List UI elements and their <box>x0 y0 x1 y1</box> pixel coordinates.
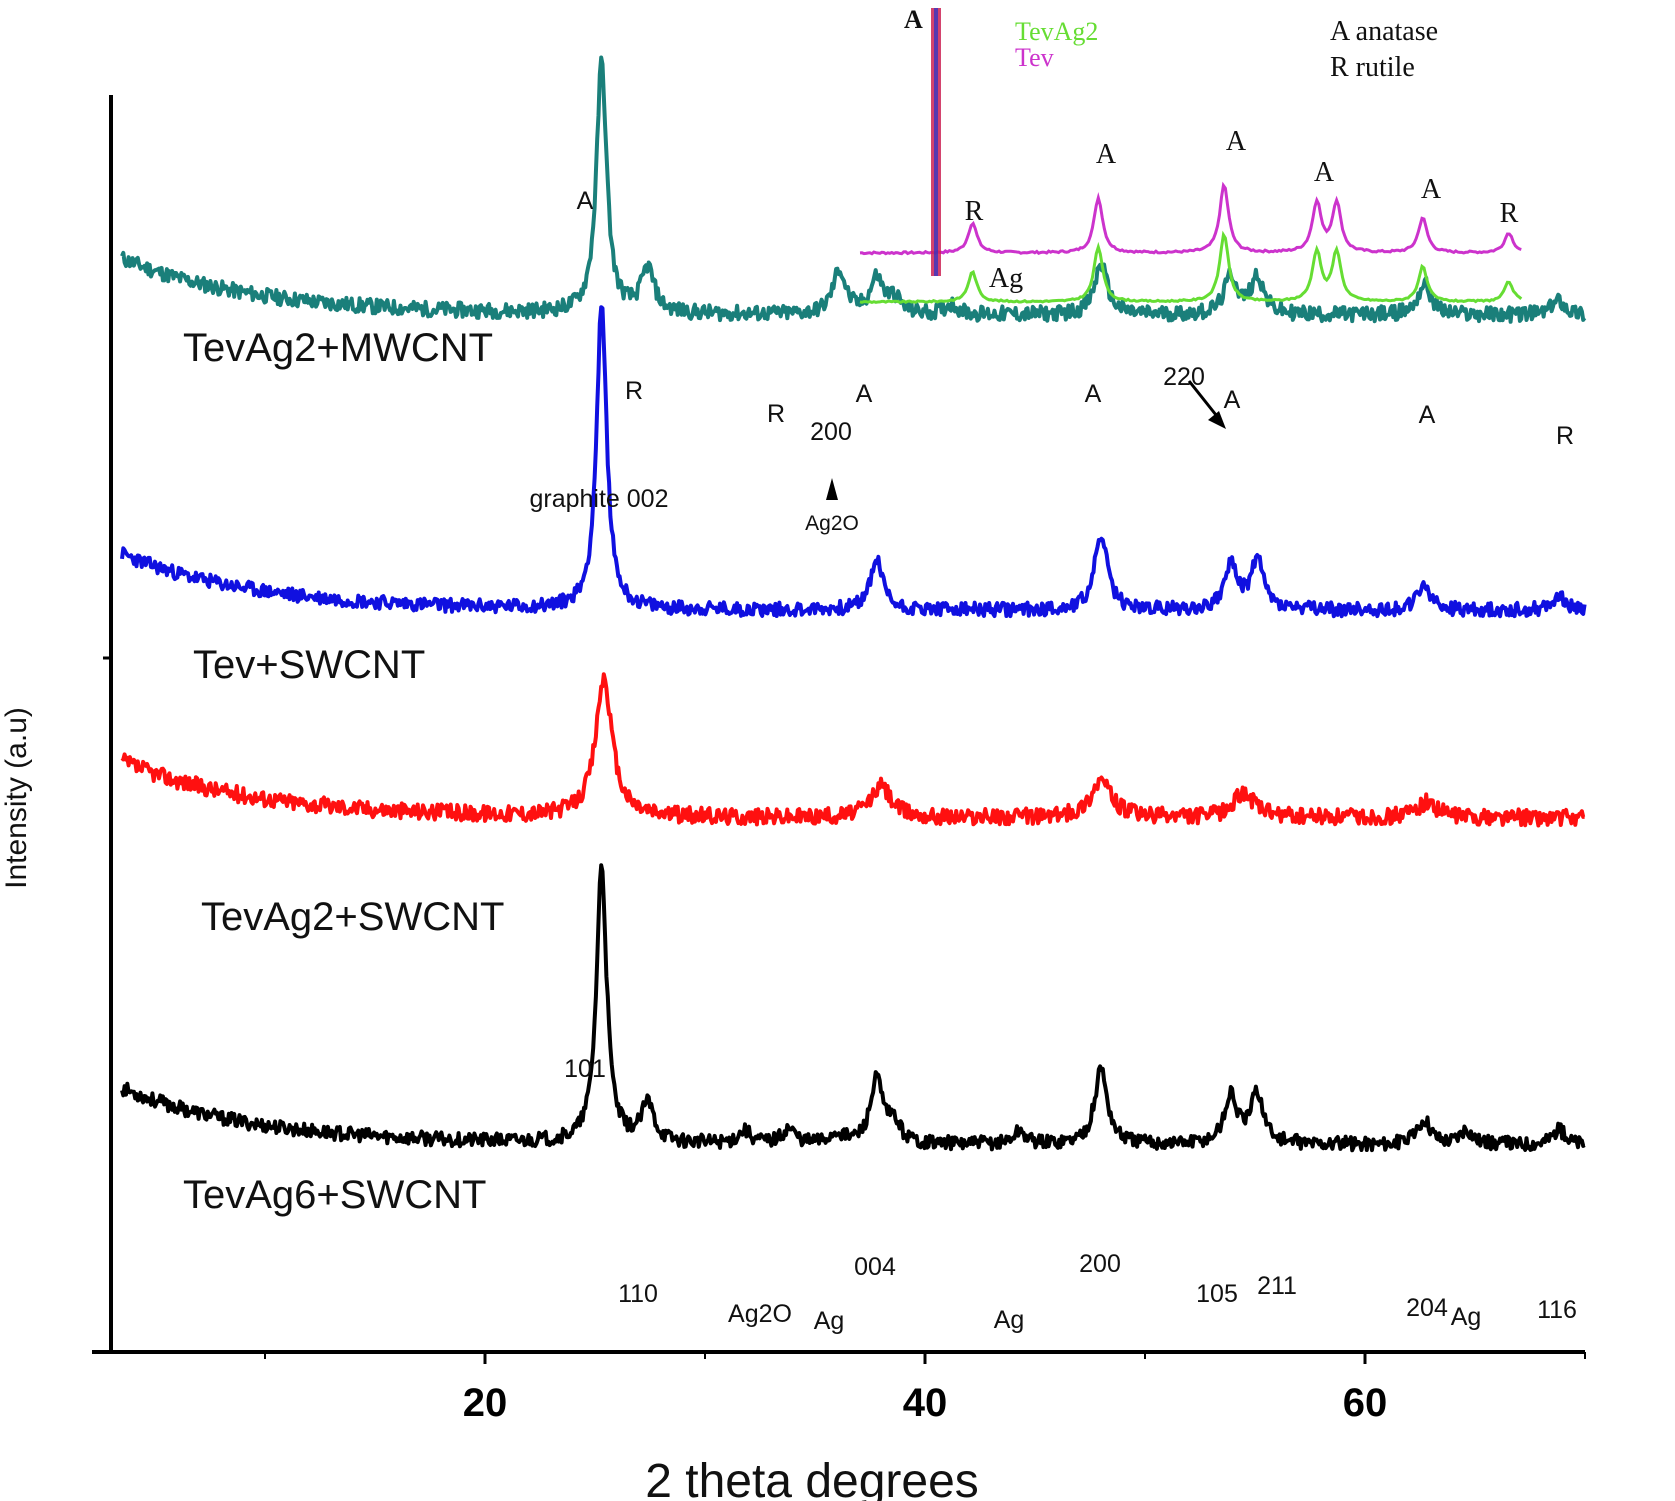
arrow-220-shaft <box>1187 380 1222 421</box>
series-label-mwcnt: TevAg2+MWCNT <box>183 326 493 370</box>
series-label-tev-swcnt: Tev+SWCNT <box>193 643 425 687</box>
annot-ag6-ag2o: Ag2O <box>728 1300 792 1328</box>
inset-peak-a2: A <box>1096 139 1117 170</box>
inset-peak-r1: R <box>965 196 984 227</box>
inset-chart: TevAg2 Tev A anatase R rutile A R A A A … <box>859 5 1523 305</box>
annot-mwcnt-220: 220 <box>1163 363 1205 391</box>
ag2o-arrow <box>826 478 838 500</box>
inset-traces <box>859 181 1523 305</box>
inset-peak-r2: R <box>1500 198 1519 229</box>
annot-mwcnt-r1: R <box>625 377 643 405</box>
annot-ag6-ag1: Ag <box>814 1307 845 1335</box>
annot-ag6-211: 211 <box>1257 1272 1297 1300</box>
annot-mwcnt-r3: R <box>1556 422 1574 450</box>
inset-trace-tevag2 <box>859 230 1523 305</box>
annot-mwcnt-a4: A <box>1224 386 1241 414</box>
series-label-ag2-swcnt: TevAg2+SWCNT <box>201 895 504 939</box>
annot-ag6-110: 110 <box>618 1280 658 1308</box>
annot-ag6-105: 105 <box>1196 1280 1238 1308</box>
annot-mwcnt-a5: A <box>1419 401 1436 429</box>
annot-ag6-101: 101 <box>564 1055 606 1083</box>
trace-tevag6-swcnt <box>120 863 1586 1153</box>
inset-peak-ag: Ag <box>989 263 1023 294</box>
inset-peak-a3: A <box>1226 126 1247 157</box>
annot-ag6-204: 204 <box>1406 1294 1448 1322</box>
trace-tevag2-swcnt <box>120 672 1586 828</box>
series-traces <box>120 55 1587 1153</box>
inset-peak-a1: A <box>904 5 923 34</box>
inset-peak-a5: A <box>1421 174 1442 205</box>
inset-trace-tev <box>859 181 1522 256</box>
inset-legend-tevag2: TevAg2 <box>1015 17 1098 46</box>
series-label-ag6-swcnt: TevAg6+SWCNT <box>183 1173 486 1217</box>
x-ticks: 20 40 60 <box>264 1352 1586 1425</box>
x-tick-label-40: 40 <box>903 1381 948 1425</box>
annot-mwcnt-r2: R <box>767 400 785 428</box>
trace-tevag2-mwcnt <box>120 55 1587 324</box>
annot-ag6-ag2: Ag <box>994 1306 1025 1334</box>
inset-legend-anatase: A anatase <box>1330 16 1438 47</box>
trace-tev-swcnt <box>120 305 1587 619</box>
annot-ag6-004: 004 <box>854 1253 896 1281</box>
arrow-220-head <box>1208 411 1226 429</box>
annot-mwcnt-200: 200 <box>810 418 852 446</box>
inset-legend-rutile: R rutile <box>1330 52 1415 83</box>
annot-ag2o-mwcnt: Ag2O <box>805 512 859 535</box>
annot-mwcnt-a2: A <box>856 380 873 408</box>
annot-ag6-200: 200 <box>1079 1250 1121 1278</box>
annot-mwcnt-a3: A <box>1085 380 1102 408</box>
mwcnt-annotations: A R R 200 A A 220 A A R graphite 002 Ag2… <box>529 187 1574 535</box>
x-tick-label-20: 20 <box>463 1381 508 1425</box>
x-tick-label-60: 60 <box>1343 1381 1388 1425</box>
x-axis-label: 2 theta degrees <box>645 1455 979 1501</box>
annot-graphite-002: graphite 002 <box>529 485 668 513</box>
inset-legend-tev: Tev <box>1015 43 1054 72</box>
annot-ag6-116: 116 <box>1537 1296 1577 1324</box>
y-axis-label: Intensity (a.u) <box>0 707 33 889</box>
inset-peak-a4: A <box>1314 157 1335 188</box>
annot-mwcnt-a1: A <box>577 187 594 215</box>
inset-overlay-bar-blue <box>934 8 938 276</box>
annot-ag6-ag3: Ag <box>1451 1303 1482 1331</box>
ag6-annotations: 101 110 Ag2O Ag 004 Ag 200 105 211 204 A… <box>564 1055 1577 1335</box>
